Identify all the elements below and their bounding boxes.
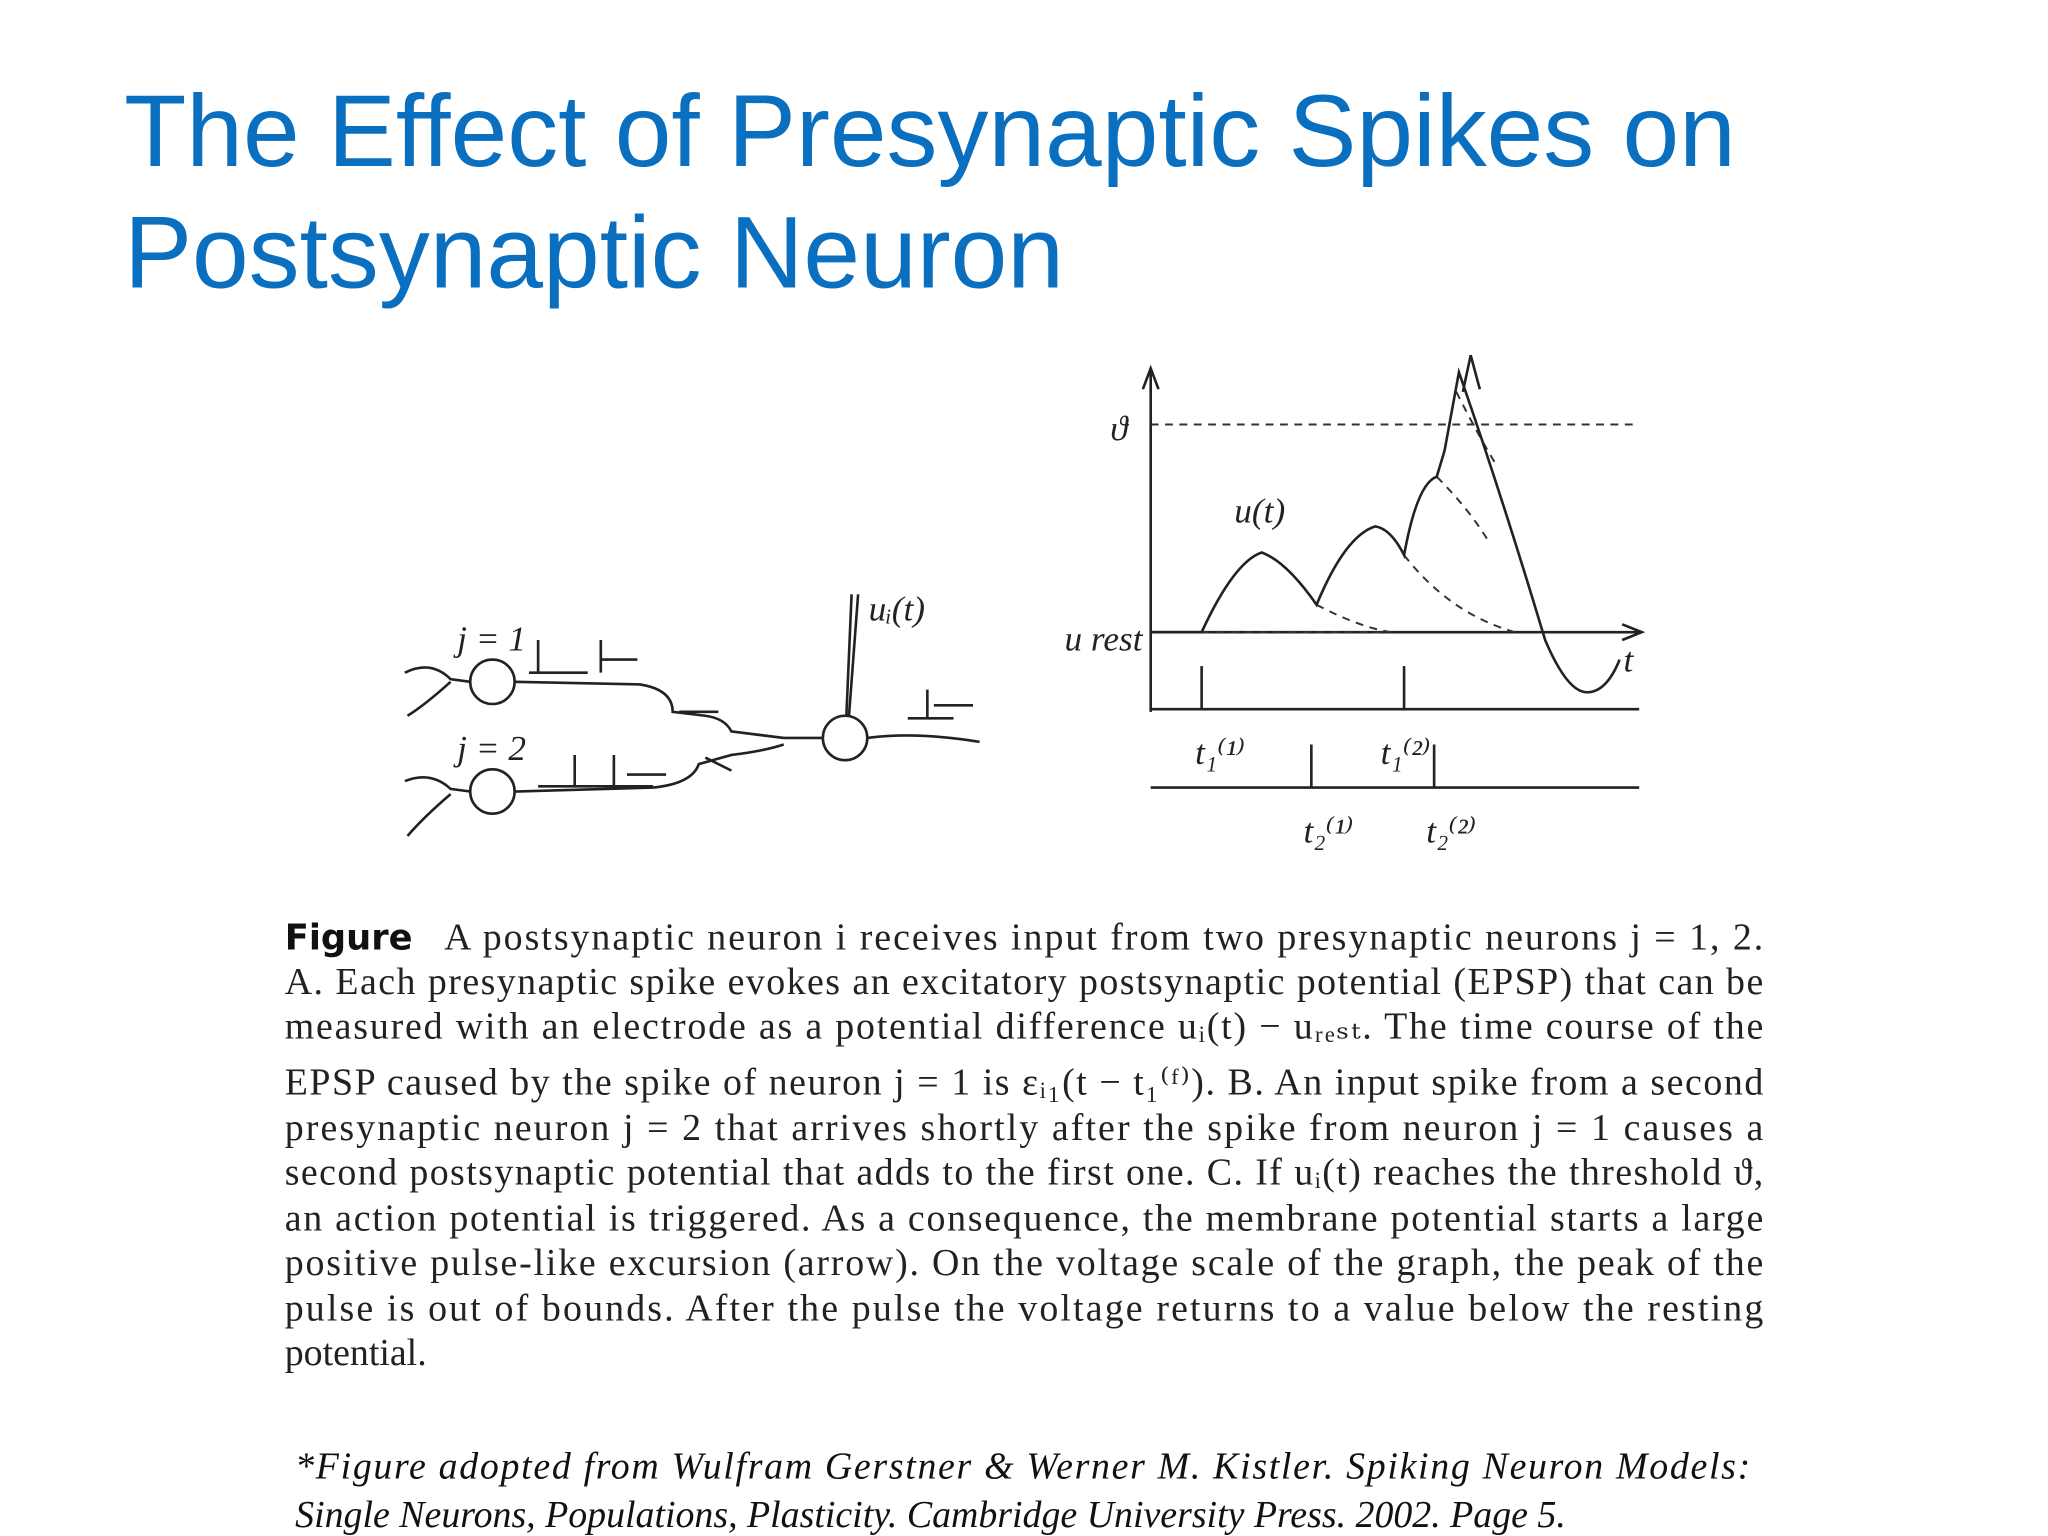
caption-line: measured with an electrode as a potentia… (285, 1005, 1764, 1047)
label: ϑ (1110, 409, 1129, 448)
y-axis (1141, 364, 1160, 712)
caption: A postsynaptic neuron i receives input f… (285, 917, 1764, 1374)
title-line: The Effect of Presynaptic Spikes on (124, 74, 1736, 188)
caption-line: A postsynaptic neuron i receives input f… (444, 917, 1763, 959)
label: t (1624, 640, 1635, 679)
label: t₁⁽¹⁾ (1195, 733, 1245, 772)
label: t₂⁽¹⁾ (1304, 811, 1354, 850)
caption-line: an action potential is triggered. As a c… (285, 1197, 1764, 1239)
neuron (468, 767, 516, 816)
label: j = 2 (453, 729, 526, 768)
caption-line: potential. (285, 1332, 427, 1374)
label: j = 1 (453, 619, 526, 658)
caption-line: presynaptic neuron j = 2 that arrives sh… (285, 1107, 1764, 1149)
neuron (468, 658, 516, 706)
caption-line: pulse is out of bounds. After the pulse … (285, 1287, 1764, 1329)
citation: *Figure adopted from Wulfram Gerstner & … (295, 1446, 1750, 1536)
caption-line: second postsynaptic potential that adds … (285, 1152, 1764, 1194)
label: u rest (1064, 619, 1143, 658)
caption-label: Figure (285, 918, 413, 959)
label: t₂⁽²⁾ (1426, 811, 1476, 850)
electrode (845, 594, 860, 716)
potential-curve (1150, 367, 1621, 694)
label: u(t) (1234, 491, 1285, 530)
label: uᵢ(t) (869, 589, 925, 628)
spike-arrow (1461, 354, 1482, 393)
spike-train (538, 754, 667, 788)
caption-line: positive pulse-like excursion (arrow). O… (285, 1242, 1764, 1284)
neuron-diagram: j = 1 j = 2 uᵢ(t) (404, 589, 980, 837)
neuron (821, 714, 869, 762)
title-line: Postsynaptic Neuron (124, 195, 1064, 309)
spike-train (1150, 666, 1640, 711)
axon (514, 680, 823, 793)
axon (867, 734, 980, 744)
caption-line: EPSP caused by the spike of neuron j = 1… (285, 1062, 1764, 1104)
caption-line: A. Each presynaptic spike evokes an exci… (285, 961, 1764, 1003)
spike-train (1150, 744, 1640, 789)
citation-line: Single Neurons, Populations, Plasticity.… (295, 1494, 1566, 1536)
decay-curve (1201, 391, 1516, 634)
label: t₁⁽²⁾ (1381, 733, 1431, 772)
spike-train (907, 689, 974, 720)
x-axis (1150, 623, 1646, 642)
spike-train (528, 640, 638, 674)
potential-graph: ϑ u(t) u rest t t₁⁽¹⁾ t₁⁽²⁾ t₂⁽¹⁾ t₂⁽²⁾ (1064, 354, 1646, 850)
dendrite (404, 666, 471, 837)
citation-line: *Figure adopted from Wulfram Gerstner & … (295, 1446, 1750, 1488)
